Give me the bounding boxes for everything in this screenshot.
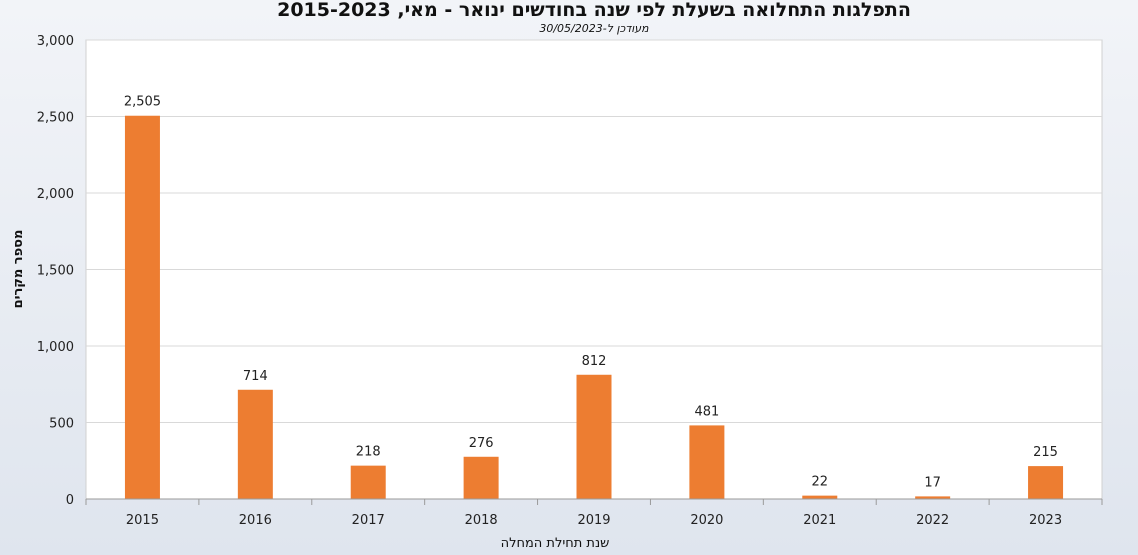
bar	[576, 374, 612, 499]
chart-title: התפלגות התחלואה בשעלת לפי שנה בחודשים ינ…	[277, 0, 911, 21]
data-label: 218	[356, 445, 381, 460]
y-tick-label: 500	[49, 417, 74, 432]
x-tick-label: 2021	[803, 513, 836, 528]
data-label: 481	[694, 404, 719, 419]
bar	[237, 389, 273, 499]
bar	[915, 496, 951, 499]
bar	[689, 425, 725, 499]
data-label: 22	[812, 475, 829, 490]
x-tick-label: 2019	[577, 513, 610, 528]
data-label: 276	[469, 436, 494, 451]
data-label: 215	[1033, 445, 1058, 460]
y-tick-label: 1,000	[37, 340, 74, 355]
data-label: 2,505	[124, 95, 161, 110]
bar	[1028, 466, 1064, 499]
x-tick-label: 2020	[690, 513, 723, 528]
x-tick-label: 2017	[352, 513, 385, 528]
y-axis-title: מספר מקרים	[11, 230, 26, 309]
bar	[463, 456, 499, 499]
x-tick-label: 2022	[916, 513, 949, 528]
y-tick-label: 1,500	[37, 264, 74, 279]
bar	[124, 115, 160, 500]
y-tick-label: 2,000	[37, 187, 74, 202]
data-label: 714	[243, 369, 268, 384]
bar	[802, 495, 838, 499]
y-tick-label: 3,000	[37, 34, 74, 49]
x-axis-title: שנת תחילת המחלה	[501, 536, 610, 551]
data-labels: 2,505 714 218 276 812 481 22 17 215	[124, 95, 1058, 491]
x-tick-label: 2016	[239, 513, 272, 528]
x-tick-label: 2015	[126, 513, 159, 528]
y-tick-label: 2,500	[37, 111, 74, 126]
x-tick-label: 2023	[1029, 513, 1062, 528]
chart-subtitle: מעודכן ל-30/05/2023	[539, 22, 649, 35]
y-tick-label: 0	[66, 493, 74, 508]
bars	[124, 115, 1064, 500]
data-label: 17	[924, 475, 941, 490]
x-tick-label: 2018	[465, 513, 498, 528]
y-axis-ticks: 0 500 1,000 1,500 2,000 2,500 3,000	[37, 34, 74, 508]
x-axis-ticks: 2015 2016 2017 2018 2019 2020 2021 2022 2023	[85, 499, 1103, 528]
bar	[350, 465, 386, 499]
data-label: 812	[582, 354, 607, 369]
